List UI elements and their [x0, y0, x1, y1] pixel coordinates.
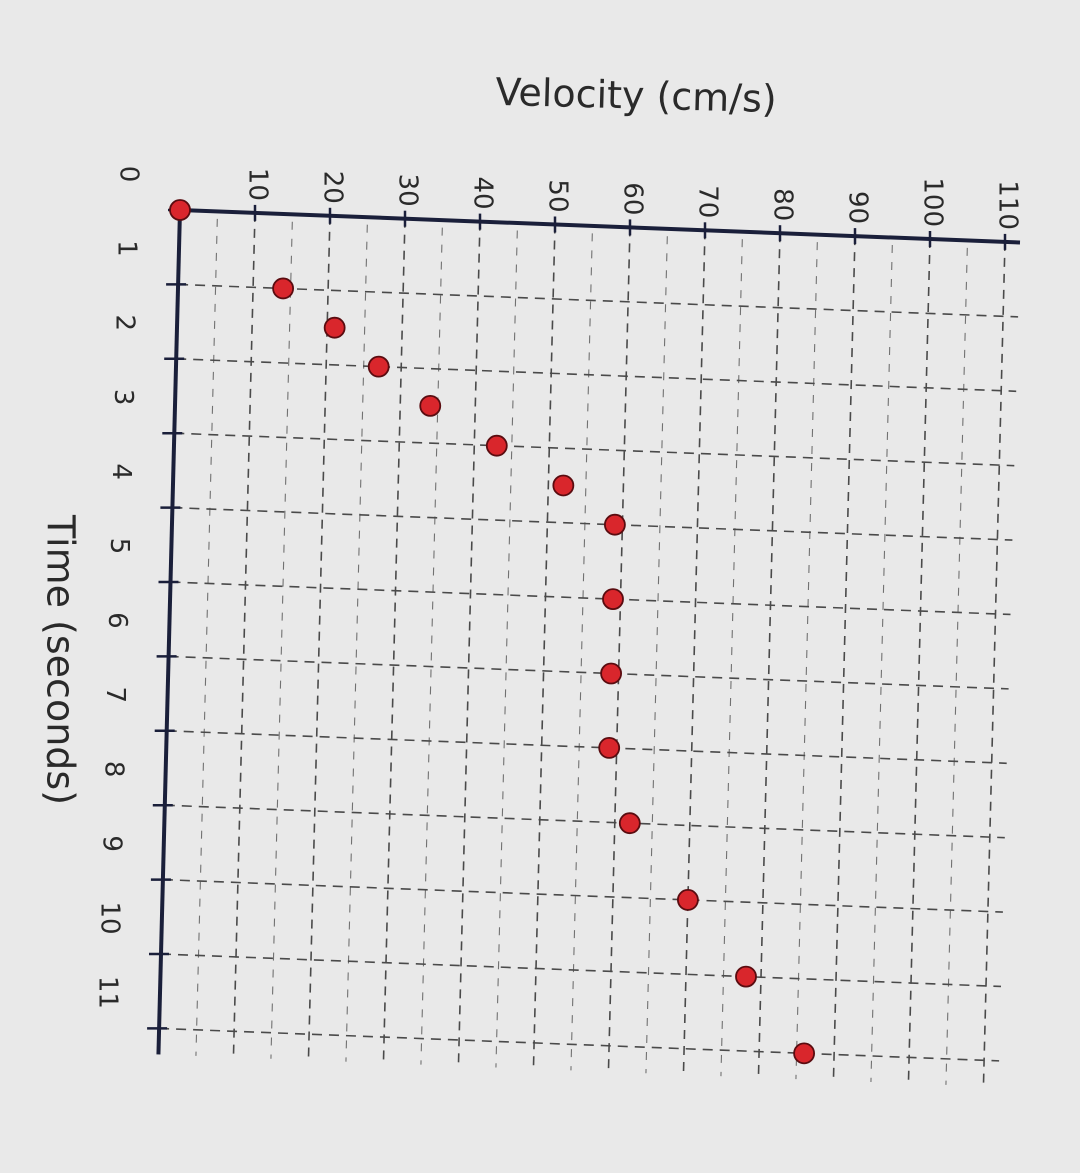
gridline-velocity-110 [982, 241, 1006, 1087]
time-tick-label-4: 4 [106, 463, 136, 480]
data-point-11 [618, 812, 641, 835]
velocity-tick-label-50: 50 [543, 179, 573, 212]
gridline-time-8 [164, 804, 1005, 839]
gridline-velocity-minor-35 [420, 227, 443, 1065]
data-point-10 [598, 737, 621, 759]
gridline-time-4 [172, 506, 1013, 541]
velocity-tick-label-40: 40 [468, 177, 498, 210]
gridline-velocity-minor-5 [195, 218, 218, 1056]
gridline-time-3 [174, 432, 1015, 467]
time-tick-label-7: 7 [100, 687, 130, 704]
velocity-tick-label-70: 70 [693, 185, 723, 218]
velocity-tick-label-20: 20 [318, 171, 348, 204]
time-tick-label-9: 9 [96, 835, 126, 852]
axes [147, 204, 1021, 1055]
data-point-0 [169, 199, 191, 221]
velocity-tick-label-80: 80 [768, 188, 798, 221]
gridline-time-5 [170, 581, 1011, 616]
gridline-velocity-90 [832, 236, 856, 1081]
data-point-1 [272, 277, 295, 300]
velocity-tick-label-110: 110 [993, 180, 1023, 230]
data-point-2 [323, 316, 346, 339]
gridline-velocity-50 [532, 224, 556, 1069]
velocity-tick-label-10: 10 [243, 168, 273, 201]
gridline-velocity-30 [382, 218, 406, 1064]
data-point-12 [677, 889, 699, 911]
gridline-time-1 [178, 283, 1019, 318]
time-tick-label-10: 10 [95, 901, 125, 934]
time-tick-label-0: 0 [114, 166, 144, 183]
gridline-velocity-minor-65 [645, 236, 668, 1074]
data-point-7 [604, 513, 626, 536]
velocity-tick-label-30: 30 [393, 174, 423, 207]
gridline-time-2 [176, 358, 1017, 393]
time-tick-label-1: 1 [112, 240, 142, 257]
y-axis-label: Velocity (cm/s) [495, 70, 777, 121]
velocity-tick-label-90: 90 [843, 191, 873, 224]
velocity-tick-label-100: 100 [918, 177, 948, 227]
axis-titles: Velocity (cm/s) Time (seconds) [39, 70, 778, 805]
gridline-velocity-minor-105 [945, 247, 968, 1085]
gridline-time-11 [159, 1027, 1000, 1062]
gridline-velocity-100 [907, 238, 931, 1084]
gridline-velocity-minor-45 [495, 230, 518, 1068]
data-point-3 [367, 355, 390, 378]
x-axis-label: Time (seconds) [39, 514, 83, 805]
data-point-13 [735, 965, 757, 988]
gridline-time-6 [168, 655, 1009, 690]
velocity-tick-label-60: 60 [618, 182, 648, 215]
time-tick-label-5: 5 [104, 538, 134, 555]
gridline-time-9 [162, 878, 1003, 913]
tick-labels: 10 20 30 40 50 60 70 80 90 100 110 0 1 2 3 4 5 6 7 8 9 10 11 [93, 166, 1023, 1009]
data-point-9 [600, 662, 622, 685]
gridline-velocity-minor-75 [720, 239, 743, 1077]
gridline-velocity-60 [607, 227, 631, 1072]
plot-area: 10 20 30 40 50 60 70 80 90 100 110 0 1 2 3 4 5 6 7 8 9 10 11 [93, 166, 1023, 1087]
gridline-velocity-minor-25 [345, 224, 368, 1062]
gridline-velocity-minor-15 [270, 221, 293, 1059]
time-tick-label-11: 11 [93, 976, 123, 1009]
gridline-velocity-10 [232, 212, 256, 1058]
time-tick-label-8: 8 [98, 761, 128, 778]
velocity-axis [179, 208, 1021, 245]
time-tick-label-6: 6 [102, 612, 132, 629]
gridline-velocity-minor-85 [795, 242, 818, 1080]
gridline-velocity-minor-55 [570, 233, 593, 1071]
gridline-velocity-40 [457, 221, 481, 1067]
gridline-velocity-minor-95 [870, 244, 893, 1083]
data-points [169, 199, 815, 1065]
data-point-8 [602, 588, 624, 611]
gridline-time-10 [160, 953, 1002, 988]
gridline-velocity-80 [757, 233, 781, 1078]
gridline-velocity-70 [682, 230, 706, 1075]
time-tick-label-3: 3 [108, 389, 138, 406]
grid [159, 212, 1019, 1087]
gridline-time-7 [166, 730, 1007, 765]
data-point-4 [419, 394, 442, 417]
data-point-6 [552, 474, 575, 497]
data-point-14 [793, 1042, 815, 1065]
data-point-5 [485, 434, 508, 457]
gridline-velocity-20 [307, 215, 331, 1061]
time-tick-label-2: 2 [110, 315, 140, 332]
time-axis [156, 209, 182, 1055]
